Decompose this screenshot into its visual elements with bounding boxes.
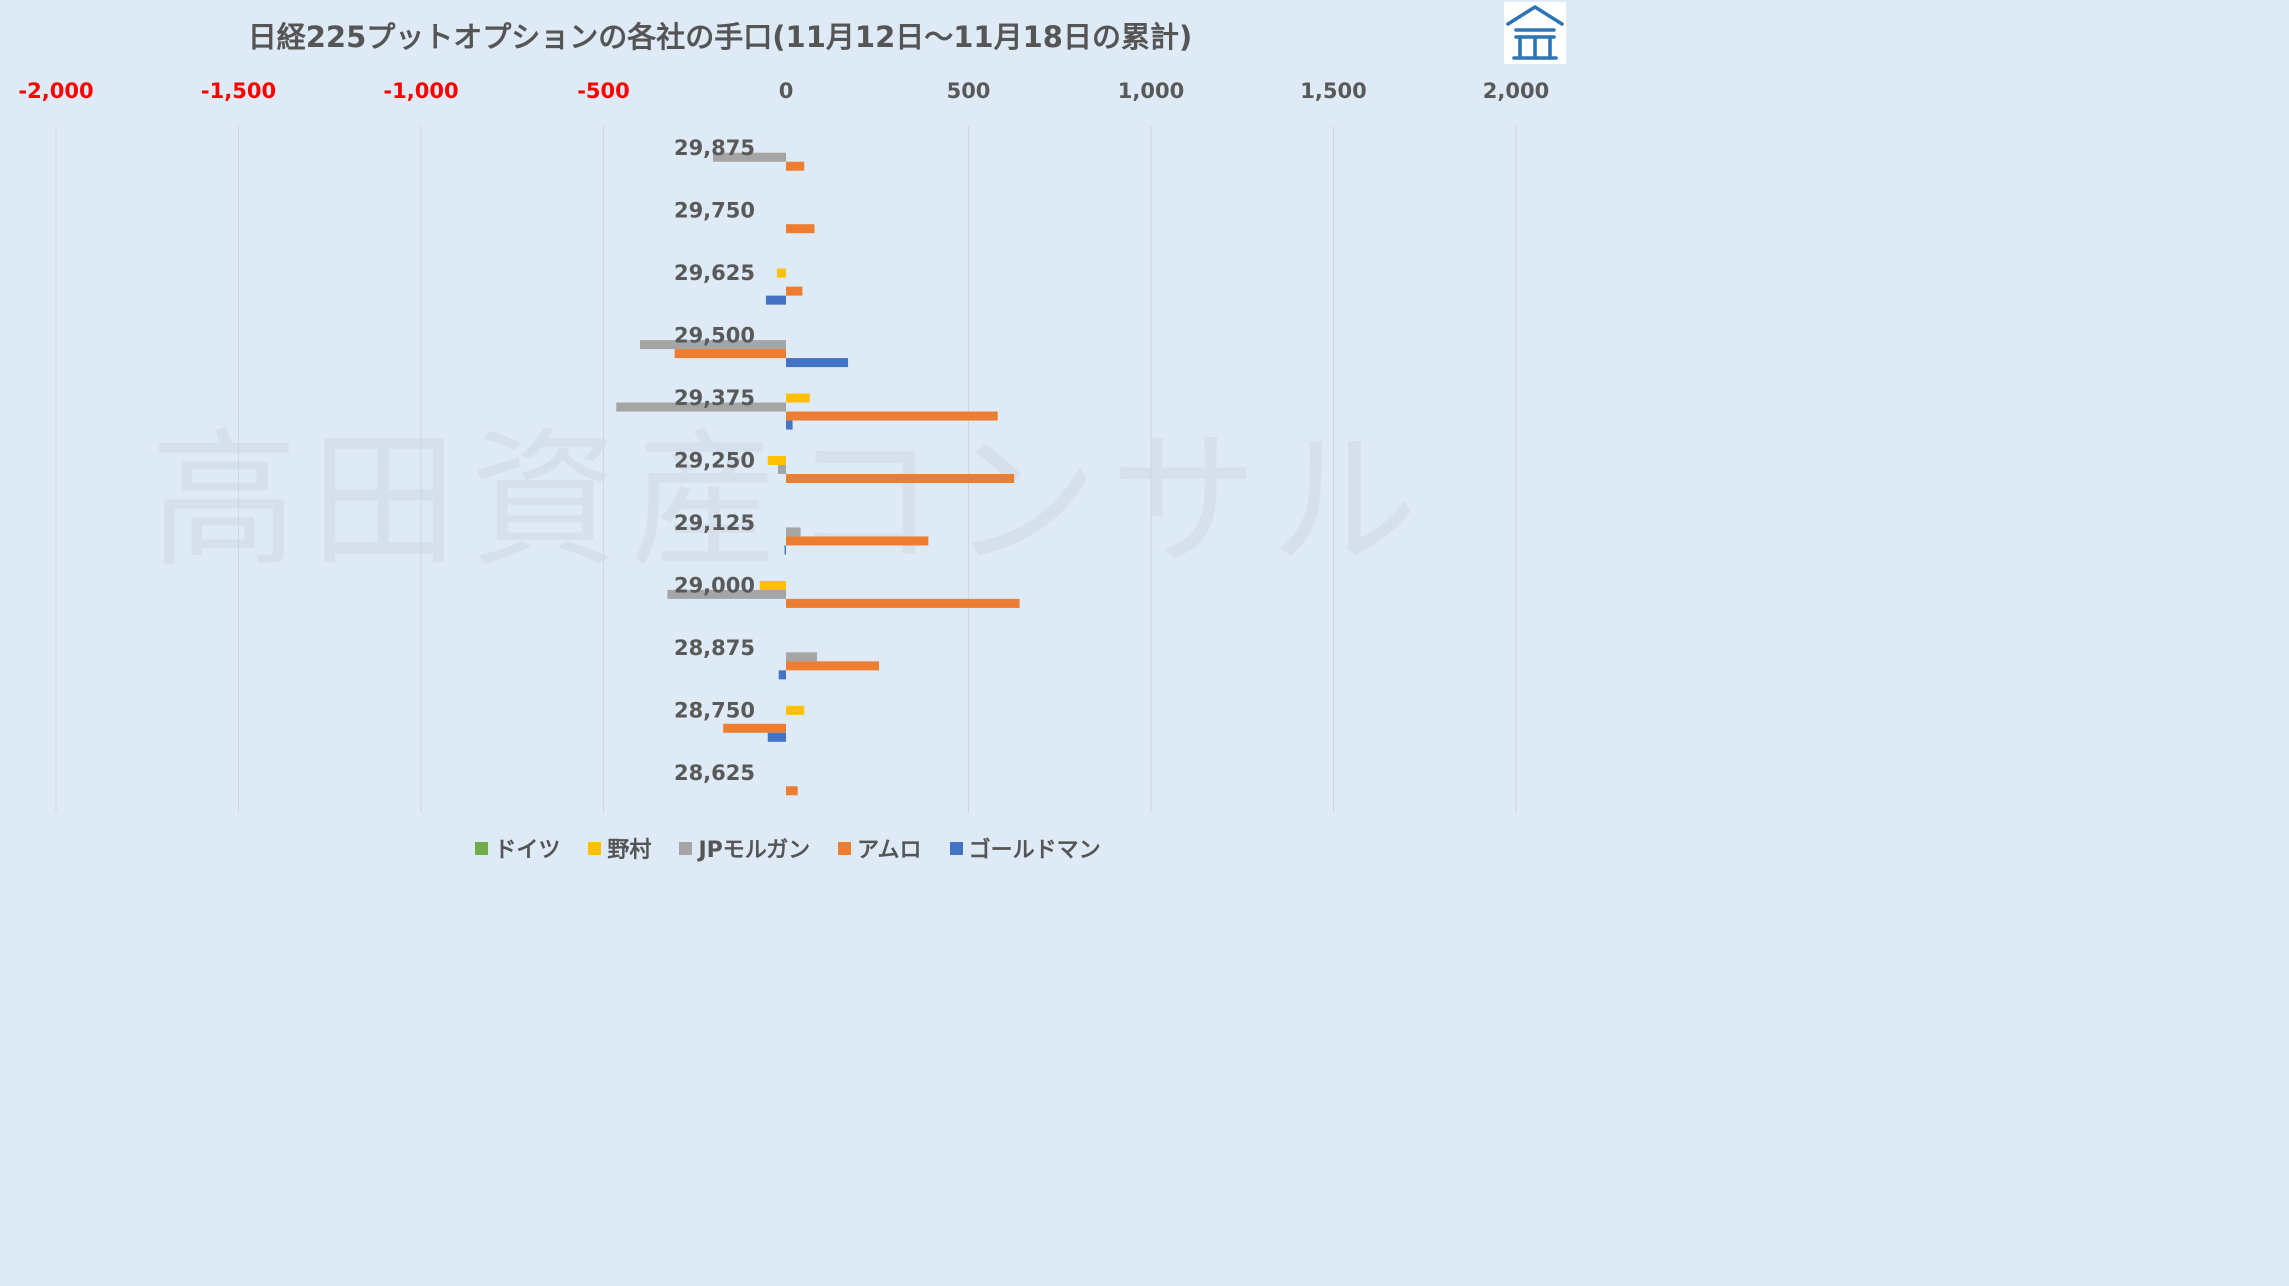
bar-JPモルガン-29,250	[777, 465, 786, 474]
legend-item: ドイツ	[475, 832, 560, 864]
legend-label: ゴールドマン	[968, 838, 1101, 863]
chart-area: 日経225プットオプションの各社の手口(11月12日～11月18日の累計) 高田…	[0, 0, 1568, 881]
bar-アムロ-29,250	[786, 474, 1015, 483]
bar-ゴールドマン-29,625	[765, 295, 786, 305]
x-tick-label: 2,000	[1483, 79, 1549, 103]
category-label: 29,250	[674, 449, 755, 473]
bar-JPモルガン-28,875	[786, 652, 818, 662]
x-tick-label: -500	[577, 79, 630, 103]
legend-item: 野村	[588, 832, 651, 864]
category-label: 29,750	[674, 199, 755, 223]
bar-ゴールドマン-28,750	[767, 732, 786, 742]
house-logo-icon	[1506, 5, 1564, 60]
bar-アムロ-29,000	[786, 598, 1020, 608]
x-tick-label: 1,000	[1118, 79, 1184, 103]
logo	[1504, 2, 1566, 64]
bar-JPモルガン-29,000	[667, 589, 786, 599]
x-tick-label: 0	[779, 79, 794, 103]
category-label: 28,750	[674, 698, 755, 722]
bar-JPモルガン-29,375	[616, 402, 786, 412]
category-label: 29,625	[674, 261, 755, 285]
legend-swatch	[838, 841, 852, 855]
legend-swatch	[475, 841, 489, 855]
bar-アムロ-29,500	[674, 349, 786, 359]
bar-アムロ-28,875	[786, 661, 880, 671]
legend-label: JPモルガン	[698, 838, 811, 863]
bar-chart-plot: -2,000 -1,500 -1,000 -500 0 500 1,000 1,500 2,00…	[18, 79, 1549, 813]
x-tick-label: 500	[947, 79, 991, 103]
bar-アムロ-29,625	[786, 286, 803, 296]
legend-item: JPモルガン	[679, 832, 810, 864]
legend: ドイツ 野村 JPモルガン アムロ ゴールドマン	[0, 832, 1576, 864]
legend-swatch	[949, 841, 963, 855]
legend-item: ゴールドマン	[949, 832, 1101, 864]
bar-野村-29,625	[776, 268, 786, 278]
x-tick-label: -1,500	[201, 79, 276, 103]
legend-swatch	[679, 841, 693, 855]
bar-アムロ-29,375	[786, 411, 998, 421]
bar-アムロ-28,625	[786, 786, 798, 796]
bar-野村-29,375	[786, 393, 810, 403]
category-label: 29,125	[674, 511, 755, 535]
bar-JPモルガン-29,125	[786, 527, 801, 537]
category-label: 29,500	[674, 324, 755, 348]
category-label: 29,375	[674, 386, 755, 410]
bar-ゴールドマン-29,500	[786, 358, 849, 368]
bar-野村-29,000	[759, 580, 786, 590]
x-tick-label: -2,000	[18, 79, 93, 103]
bar-アムロ-29,125	[786, 536, 929, 546]
bar-ゴールドマン-29,125	[784, 545, 786, 555]
category-label: 28,875	[674, 636, 755, 660]
bar-ゴールドマン-28,875	[778, 670, 786, 680]
legend-label: アムロ	[857, 838, 922, 863]
bar-JPモルガン-29,500	[640, 340, 786, 350]
bar-アムロ-29,750	[786, 224, 815, 234]
legend-label: ドイツ	[494, 838, 561, 863]
bar-JPモルガン-29,875	[713, 152, 786, 162]
chart-title: 日経225プットオプションの各社の手口(11月12日～11月18日の累計)	[247, 20, 1193, 54]
bar-野村-29,250	[767, 456, 786, 465]
legend-label: 野村	[607, 838, 652, 863]
bar-野村-28,750	[786, 705, 805, 715]
category-label: 29,000	[674, 573, 755, 597]
category-label: 28,625	[674, 761, 755, 785]
bar-アムロ-28,750	[723, 723, 786, 733]
bar-アムロ-29,875	[786, 161, 805, 171]
category-label: 29,875	[674, 136, 755, 160]
legend-item: アムロ	[838, 832, 922, 864]
bar-ゴールドマン-29,375	[786, 420, 793, 430]
x-tick-label: 1,500	[1300, 79, 1366, 103]
legend-swatch	[588, 841, 602, 855]
x-tick-label: -1,000	[383, 79, 458, 103]
